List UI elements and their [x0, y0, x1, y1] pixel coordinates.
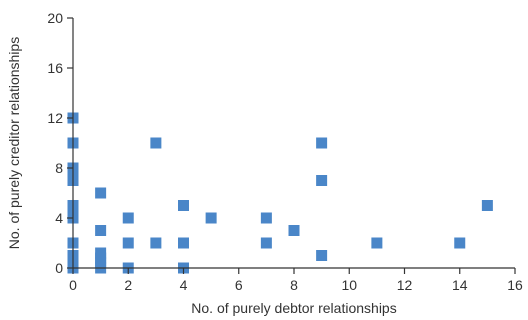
y-tick-label: 4	[55, 210, 63, 226]
y-tick-label: 16	[47, 60, 63, 76]
data-point	[178, 200, 189, 211]
data-point	[288, 225, 300, 236]
data-point	[205, 212, 217, 224]
data-point	[150, 137, 162, 149]
x-tick-label: 4	[180, 277, 188, 293]
data-point	[122, 212, 134, 224]
data-point	[150, 237, 162, 249]
x-tick-label: 14	[452, 277, 468, 293]
data-point	[454, 237, 466, 249]
x-axis-ticks: 0 2 4 6 8 10 12 14 16	[69, 268, 523, 293]
data-point	[95, 187, 107, 199]
data-point	[122, 237, 134, 249]
x-tick-label: 16	[507, 277, 523, 293]
x-axis-title: No. of purely debtor relationships	[191, 300, 396, 316]
data-point	[178, 237, 189, 249]
x-tick-label: 0	[69, 277, 77, 293]
data-point	[95, 247, 107, 259]
data-point	[260, 237, 272, 249]
data-points	[67, 112, 493, 274]
data-point	[316, 250, 328, 261]
data-point	[316, 175, 328, 186]
data-point	[316, 137, 328, 149]
x-tick-label: 10	[341, 277, 357, 293]
y-axis-title: No. of purely creditor relationships	[6, 37, 22, 249]
y-tick-label: 0	[55, 260, 63, 276]
x-tick-label: 12	[397, 277, 413, 293]
y-tick-label: 8	[55, 160, 63, 176]
data-point	[371, 237, 383, 249]
y-tick-label: 20	[47, 10, 63, 26]
data-point	[481, 200, 493, 211]
data-point	[95, 225, 107, 236]
data-point	[260, 212, 272, 224]
y-axis-ticks: 0 4 8 12 16 20	[47, 10, 73, 276]
x-tick-label: 2	[124, 277, 132, 293]
y-tick-label: 12	[47, 110, 63, 126]
x-tick-label: 6	[235, 277, 243, 293]
x-tick-label: 8	[290, 277, 298, 293]
